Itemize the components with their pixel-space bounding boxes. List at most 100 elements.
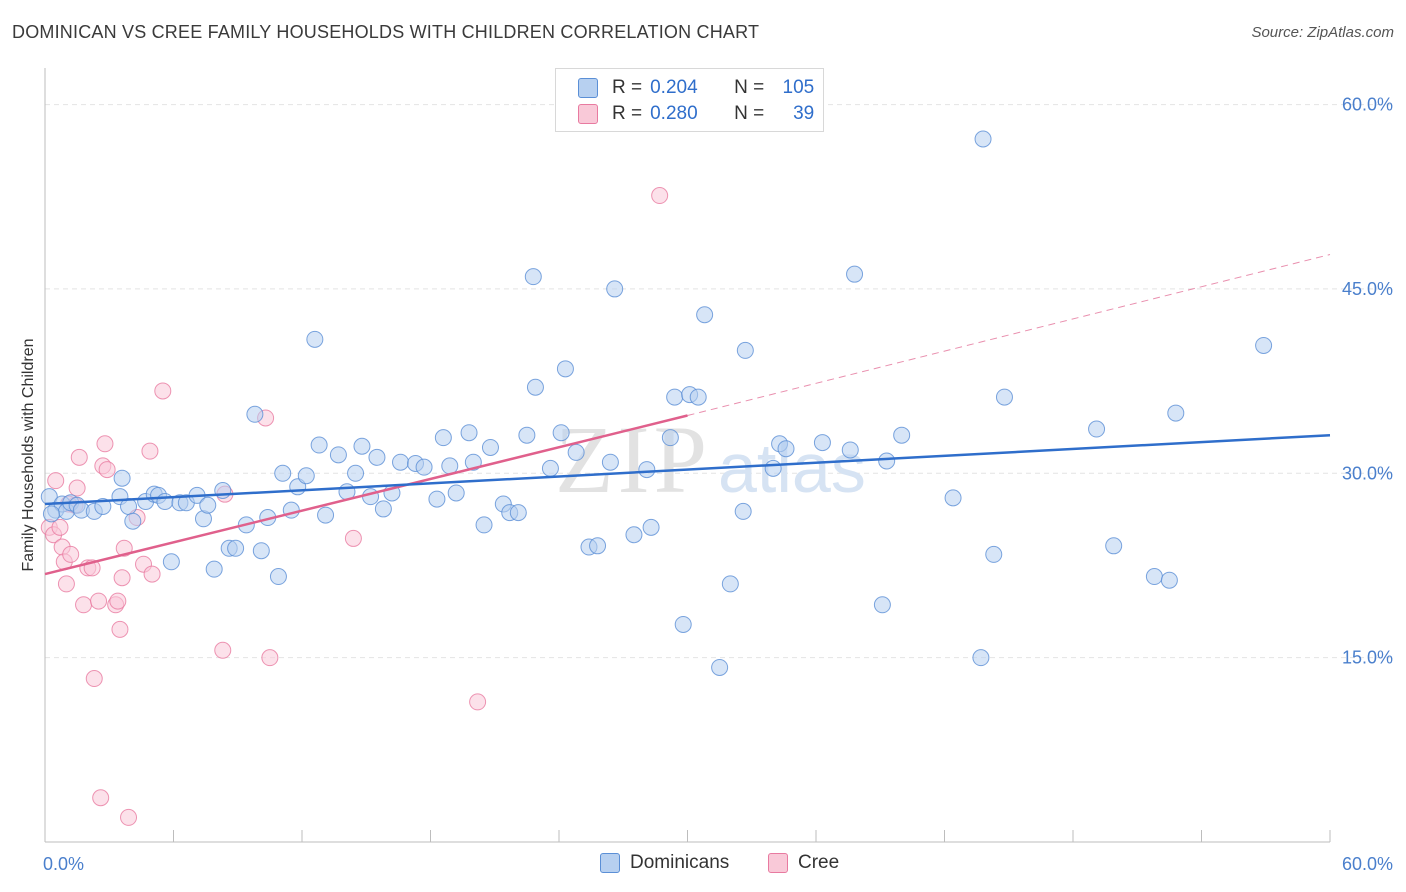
watermark: ZIP atlas [555, 406, 866, 513]
dominican-point [509, 504, 527, 522]
dominican-point [841, 441, 859, 459]
dominican-point [995, 388, 1013, 406]
n-label: N = [734, 103, 765, 124]
dominican-point [441, 457, 459, 475]
cree-point [92, 789, 110, 807]
legend-row-cree: R = 0.280 N = 39 [578, 102, 814, 126]
r-value-cree: 0.280 [650, 103, 698, 124]
dominican-point [606, 280, 624, 298]
dominican-point [1105, 537, 1123, 555]
dominican-point [162, 553, 180, 571]
dominican-point [734, 502, 752, 520]
dominican-point [666, 388, 684, 406]
legend-label-cree: Cree [798, 852, 840, 873]
cree-point [141, 442, 159, 460]
pink-swatch-icon [768, 853, 788, 873]
legend-row-dominicans: R = 0.204 N = 105 [578, 76, 814, 100]
cree-point [51, 518, 69, 536]
dominican-point [415, 458, 433, 476]
dominican-point [552, 424, 570, 442]
cree-point [75, 596, 93, 614]
dominican-point [447, 484, 465, 502]
n-value-cree: 39 [793, 103, 815, 124]
y-tick-label: 45.0% [1342, 279, 1393, 299]
y-tick-label: 15.0% [1342, 648, 1393, 668]
watermark-atlas: atlas [718, 429, 866, 507]
cree-point [70, 448, 88, 466]
cree-point [111, 620, 129, 638]
dominican-point [674, 615, 692, 633]
dominican-point [317, 506, 335, 524]
dominican-point [878, 452, 896, 470]
dominican-point [156, 493, 174, 511]
dominican-point [269, 568, 287, 586]
dominican-point [524, 268, 542, 286]
cree-point [98, 461, 116, 479]
cree-point [651, 187, 669, 205]
cree-trend-line [44, 414, 688, 576]
r-value-dominicans: 0.204 [650, 77, 698, 98]
cree-point [469, 693, 487, 711]
dominican-point [736, 341, 754, 359]
dominican-point [944, 489, 962, 507]
dominican-point [113, 469, 131, 487]
dominican-point [310, 436, 328, 454]
x-tick-label: 0.0% [43, 854, 84, 874]
cree-trend-extension [687, 254, 1331, 417]
dominican-point [638, 461, 656, 479]
dominican-point [368, 448, 386, 466]
dominican-point [526, 378, 544, 396]
dominican-point [689, 388, 707, 406]
dominican-point [972, 649, 990, 667]
blue-swatch-icon [578, 78, 598, 98]
axes [44, 68, 1331, 843]
dominican-point [199, 496, 217, 514]
cree-point [96, 435, 114, 453]
cree-point [261, 649, 279, 667]
gridlines [45, 104, 1395, 659]
cree-point [344, 529, 362, 547]
dominican-point [642, 518, 660, 536]
cree-point [90, 592, 108, 610]
cree-point [214, 641, 232, 659]
dominican-point [274, 464, 292, 482]
blue-swatch-icon [600, 853, 620, 873]
dominican-point [460, 424, 478, 442]
cree-point [85, 670, 103, 688]
dominican-point [1088, 420, 1106, 438]
source-label: Source: ZipAtlas.com [1251, 24, 1394, 41]
dominican-point [214, 481, 232, 499]
dominican-point [974, 130, 992, 148]
y-tick-label: 30.0% [1342, 463, 1393, 483]
dominican-point [347, 464, 365, 482]
dominican-point [721, 575, 739, 593]
dominican-point [481, 438, 499, 456]
dominican-point [589, 537, 607, 555]
chart-title: DOMINICAN VS CREE FAMILY HOUSEHOLDS WITH… [12, 22, 760, 42]
dominican-point [813, 434, 831, 452]
dominican-point [252, 542, 270, 560]
legend-label-dominicans: Dominicans [630, 852, 730, 873]
dominican-point [777, 440, 795, 458]
dominican-point [475, 516, 493, 534]
dominican-point [1145, 568, 1163, 586]
trend-lines [44, 254, 1331, 576]
dominican-point [434, 429, 452, 447]
dominican-points [40, 130, 1273, 676]
cree-point [143, 565, 161, 583]
dominican-point [1167, 404, 1185, 422]
dominican-point [124, 512, 142, 530]
cree-point [113, 569, 131, 587]
legend-item-cree: Cree [768, 852, 839, 874]
dominican-point [893, 426, 911, 444]
series-legend: Dominicans Cree [0, 852, 1406, 876]
cree-point [68, 479, 86, 497]
dominican-point [392, 453, 410, 471]
dominican-point [1255, 336, 1273, 354]
r-label: R = [612, 77, 643, 98]
dominican-point [227, 539, 245, 557]
dominican-point [306, 330, 324, 348]
dominican-point [696, 306, 714, 324]
cree-point [47, 472, 65, 490]
